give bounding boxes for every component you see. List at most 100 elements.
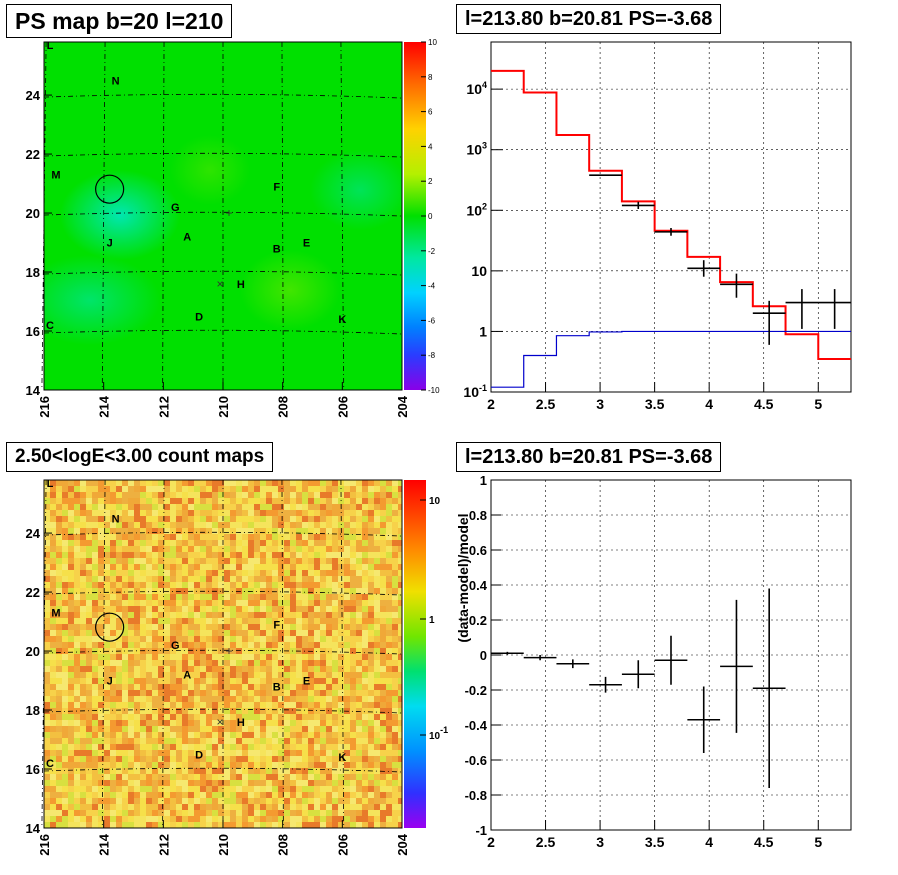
count-pixel (242, 504, 248, 510)
count-pixel (128, 516, 134, 522)
count-pixel (266, 570, 272, 576)
count-pixel (230, 570, 236, 576)
count-pixel (398, 822, 402, 828)
count-pixel (338, 690, 344, 696)
count-pixel (56, 576, 62, 582)
count-pixel (92, 558, 98, 564)
count-pixel (188, 660, 194, 666)
count-pixel (272, 546, 278, 552)
count-pixel (128, 750, 134, 756)
count-pixel (152, 786, 158, 792)
count-pixel (248, 504, 254, 510)
count-pixel (272, 564, 278, 570)
count-pixel (86, 720, 92, 726)
count-pixel (146, 756, 152, 762)
count-pixel (188, 798, 194, 804)
count-pixel (320, 600, 326, 606)
count-pixel (86, 618, 92, 624)
colorbar-tick-label: 2 (428, 177, 433, 186)
count-pixel (170, 726, 176, 732)
count-pixel (326, 708, 332, 714)
count-pixel (146, 564, 152, 570)
count-pixel (164, 804, 170, 810)
count-pixel (110, 570, 116, 576)
count-pixel (374, 594, 380, 600)
count-pixel (194, 528, 200, 534)
count-pixel (278, 582, 284, 588)
count-pixel (224, 810, 230, 816)
count-pixel (332, 744, 338, 750)
count-pixel (326, 726, 332, 732)
count-pixel (92, 666, 98, 672)
count-pixel (284, 630, 290, 636)
count-pixel (80, 744, 86, 750)
source-label: N (112, 75, 120, 87)
count-pixel (374, 486, 380, 492)
count-pixel (134, 744, 140, 750)
count-pixel (140, 798, 146, 804)
count-pixel (188, 720, 194, 726)
count-pixel (320, 642, 326, 648)
count-pixel (50, 738, 56, 744)
count-pixel (368, 726, 374, 732)
count-pixel (122, 708, 128, 714)
count-pixel (74, 744, 80, 750)
count-pixel (386, 804, 392, 810)
count-pixel (392, 612, 398, 618)
count-pixel (140, 738, 146, 744)
count-pixel (116, 528, 122, 534)
count-pixel (68, 714, 74, 720)
count-pixel (116, 564, 122, 570)
count-pixel (398, 564, 402, 570)
count-pixel (218, 510, 224, 516)
count-pixel (398, 594, 402, 600)
count-pixel (260, 576, 266, 582)
count-pixel (50, 636, 56, 642)
count-pixel (68, 540, 74, 546)
count-pixel (326, 672, 332, 678)
count-pixel (50, 630, 56, 636)
meridian-line (281, 41, 284, 391)
count-pixel (212, 582, 218, 588)
count-pixel (218, 612, 224, 618)
count-pixel (44, 774, 50, 780)
count-pixel (158, 504, 164, 510)
count-pixel (146, 810, 152, 816)
count-pixel (116, 786, 122, 792)
count-pixel (134, 486, 140, 492)
count-pixel (308, 540, 314, 546)
count-pixel (86, 624, 92, 630)
count-pixel (272, 672, 278, 678)
count-pixel (92, 564, 98, 570)
count-pixel (62, 570, 68, 576)
x-tick-label: 208 (276, 396, 291, 418)
count-pixel (308, 654, 314, 660)
count-pixel (56, 486, 62, 492)
count-pixel (212, 684, 218, 690)
count-pixel (302, 636, 308, 642)
count-pixel (344, 612, 350, 618)
count-pixel (356, 510, 362, 516)
count-pixel (152, 744, 158, 750)
count-pixel (242, 534, 248, 540)
count-pixel (230, 822, 236, 828)
count-pixel (320, 732, 326, 738)
count-pixel (260, 804, 266, 810)
count-pixel (290, 738, 296, 744)
meridian-line (340, 41, 345, 391)
count-pixel (368, 804, 374, 810)
x-tick-label: 212 (156, 834, 171, 856)
count-pixel (218, 822, 224, 828)
count-pixel (194, 510, 200, 516)
count-pixel (86, 648, 92, 654)
count-pixel (110, 780, 116, 786)
count-pixel (230, 678, 236, 684)
count-pixel (206, 618, 212, 624)
count-pixel (140, 510, 146, 516)
count-pixel (236, 810, 242, 816)
count-pixel (176, 696, 182, 702)
count-pixel (44, 708, 50, 714)
count-pixel (56, 516, 62, 522)
count-pixel (230, 756, 236, 762)
count-pixel (224, 768, 230, 774)
